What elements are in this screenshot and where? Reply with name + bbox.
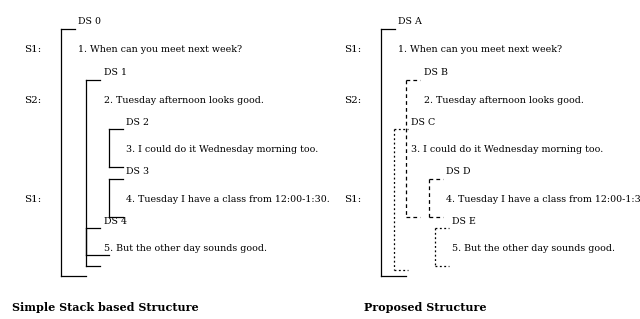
Text: DS 3: DS 3 <box>126 167 149 176</box>
Text: 5. But the other day sounds good.: 5. But the other day sounds good. <box>452 244 616 253</box>
Text: 1. When can you meet next week?: 1. When can you meet next week? <box>78 45 242 54</box>
Text: Simple Stack based Structure: Simple Stack based Structure <box>12 302 199 313</box>
Text: S1:: S1: <box>344 45 362 54</box>
Text: 3. I could do it Wednesday morning too.: 3. I could do it Wednesday morning too. <box>411 145 603 154</box>
Text: DS B: DS B <box>424 68 448 77</box>
Text: 4. Tuesday I have a class from 12:00-1:30.: 4. Tuesday I have a class from 12:00-1:3… <box>446 195 640 204</box>
Text: S1:: S1: <box>24 45 42 54</box>
Text: 1. When can you meet next week?: 1. When can you meet next week? <box>398 45 562 54</box>
Text: DS A: DS A <box>398 17 422 26</box>
Text: S2:: S2: <box>344 96 362 105</box>
Text: DS 2: DS 2 <box>126 118 149 127</box>
Text: DS 4: DS 4 <box>104 217 127 226</box>
Text: DS D: DS D <box>446 167 470 176</box>
Text: 4. Tuesday I have a class from 12:00-1:30.: 4. Tuesday I have a class from 12:00-1:3… <box>126 195 330 204</box>
Text: DS E: DS E <box>452 217 476 226</box>
Text: Proposed Structure: Proposed Structure <box>364 302 487 313</box>
Text: DS 1: DS 1 <box>104 68 127 77</box>
Text: S2:: S2: <box>24 96 42 105</box>
Text: 3. I could do it Wednesday morning too.: 3. I could do it Wednesday morning too. <box>126 145 318 154</box>
Text: 5. But the other day sounds good.: 5. But the other day sounds good. <box>104 244 267 253</box>
Text: DS C: DS C <box>411 118 435 127</box>
Text: DS 0: DS 0 <box>78 17 101 26</box>
Text: S1:: S1: <box>344 195 362 204</box>
Text: S1:: S1: <box>24 195 42 204</box>
Text: 2. Tuesday afternoon looks good.: 2. Tuesday afternoon looks good. <box>424 96 584 105</box>
Text: 2. Tuesday afternoon looks good.: 2. Tuesday afternoon looks good. <box>104 96 264 105</box>
